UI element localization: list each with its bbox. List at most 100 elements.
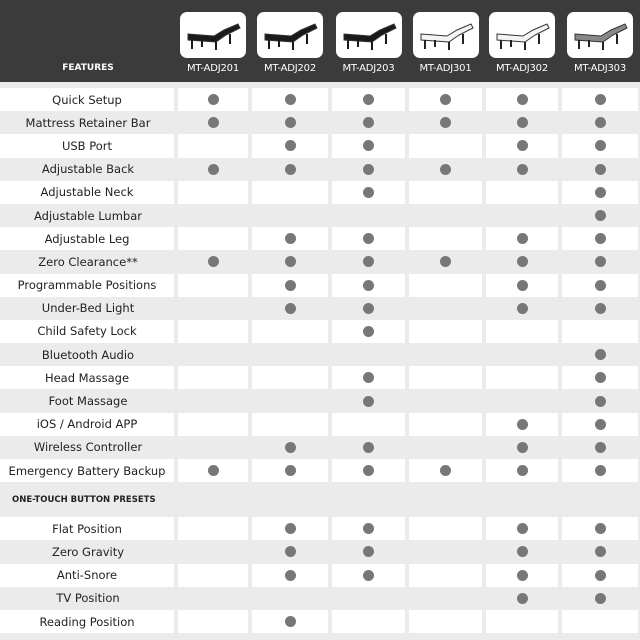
feature-cell [484,412,560,436]
features-header: FEATURES [0,0,176,82]
feature-cell [176,273,250,297]
feature-label: Bluetooth Audio [41,347,135,362]
feature-cell [484,436,560,459]
feature-label: Quick Setup [52,92,122,107]
feature-dot-icon [363,256,374,268]
feature-cell [330,517,407,541]
model-header: MT-ADJ301 [407,0,484,82]
table-row: Emergency Battery Backup [0,459,640,483]
feature-dot-icon [440,465,451,477]
feature-label: Adjustable Back [41,162,135,177]
feature-dot-icon [363,186,374,198]
feature-cell [250,412,330,436]
feature-cell [330,273,407,297]
feature-cell [407,459,484,483]
feature-dot-icon [207,163,219,175]
model-header: MT-ADJ202 [250,0,330,82]
feature-cell [407,111,484,134]
feature-cell [250,204,330,227]
feature-dot-icon [594,117,606,129]
feature-cell [250,563,330,587]
table-row: Zero Gravity [0,540,640,564]
feature-cell [407,273,484,297]
feature-cell [176,587,250,610]
table-row: Adjustable Neck [0,180,640,204]
feature-cell [484,158,560,181]
feature-cell [560,459,640,483]
feature-cell [560,563,640,587]
feature-cell [330,343,407,366]
feature-dot-icon [516,279,528,291]
feature-dot-icon [594,546,606,558]
feature-dot-icon [284,117,296,129]
table-row: iOS / Android APP [0,412,640,436]
feature-cell [407,88,484,112]
table-row: Programmable Positions [0,273,640,297]
feature-label: Zero Gravity [51,544,125,559]
table-row: Anti-Snore [0,563,640,587]
model-name: MT-ADJ203 [342,63,395,74]
feature-cell [560,389,640,412]
feature-cell [407,134,484,158]
feature-cell [560,412,640,436]
feature-cell [484,540,560,563]
feature-dot-icon [284,256,296,268]
feature-label: USB Port [61,138,113,153]
feature-cell [250,343,330,366]
feature-dot-icon [516,302,528,314]
table-row: Head Massage [0,366,640,390]
model-name: MT-ADJ201 [187,63,239,74]
feature-cell [330,389,407,412]
feature-dot-icon [207,256,219,268]
feature-cell [330,88,407,112]
feature-cell [484,319,560,344]
feature-dot-icon [594,233,606,245]
feature-cell [560,319,640,344]
feature-dot-icon [594,210,606,222]
feature-cell [560,517,640,541]
feature-cell [330,459,407,483]
feature-cell [560,609,640,634]
model-name: MT-ADJ202 [264,63,316,74]
features-title: FEATURES [62,63,114,73]
feature-dot-icon [284,233,296,245]
feature-cell [250,459,330,483]
feature-dot-icon [284,465,296,477]
feature-cell [407,297,484,320]
feature-dot-icon [516,163,528,175]
feature-dot-icon [363,94,374,106]
feature-dot-icon [284,441,296,453]
feature-dot-icon [284,163,296,175]
table-row: Mattress Retainer Bar [0,111,640,135]
feature-dot-icon [594,186,606,198]
feature-cell [176,366,250,390]
feature-cell [484,297,560,320]
feature-cell [330,134,407,158]
feature-cell [176,609,250,634]
feature-dot-icon [363,163,374,175]
feature-label: Mattress Retainer Bar [25,115,151,130]
table-row: Zero Clearance** [0,250,640,274]
feature-label: Adjustable Leg [44,231,130,246]
feature-cell [560,587,640,610]
feature-cell [176,540,250,563]
feature-cell [560,273,640,297]
table-row: Adjustable Lumbar [0,203,640,228]
feature-cell [250,111,330,134]
bed-image [567,12,633,58]
feature-cell [176,343,250,366]
feature-dot-icon [284,546,296,558]
feature-cell [484,88,560,112]
feature-cell [560,134,640,158]
feature-cell [250,250,330,273]
feature-label: Wireless Controller [33,440,143,455]
feature-dot-icon [440,256,451,268]
feature-dot-icon [363,395,374,407]
feature-dot-icon [363,140,374,152]
feature-cell [250,587,330,610]
feature-dot-icon [207,117,219,129]
feature-cell [330,609,407,634]
feature-dot-icon [594,140,606,152]
feature-cell [484,587,560,610]
feature-cell [250,609,330,634]
